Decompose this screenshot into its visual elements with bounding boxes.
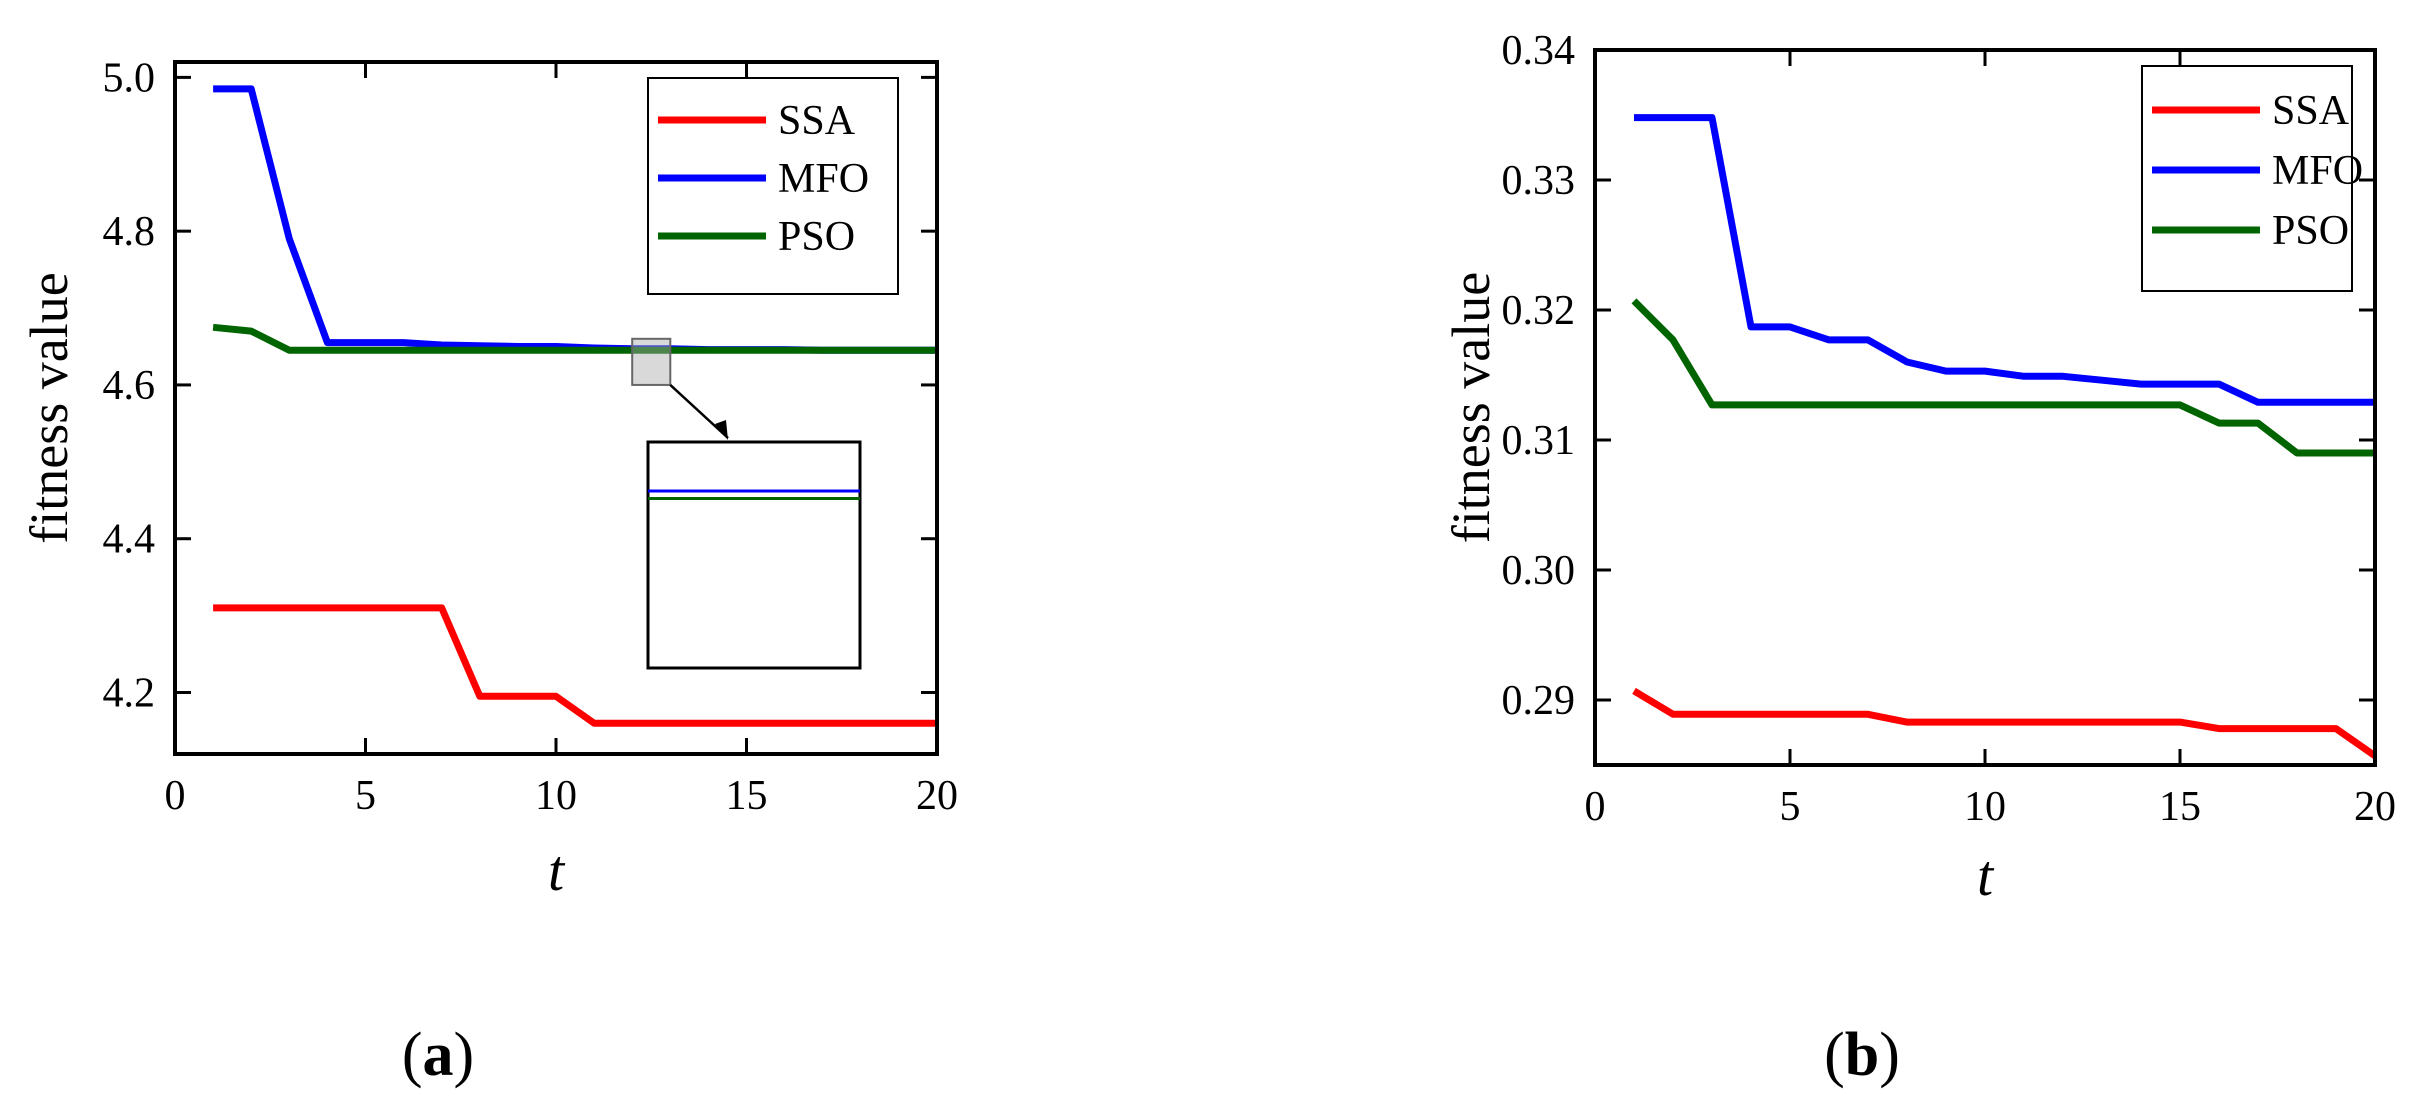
x-tick-label: 15 [726,773,768,819]
series-line-mfo [1634,114,2375,406]
series-line-ssa [1632,687,2378,759]
legend-label-pso: PSO [778,214,855,260]
x-axis-label: t [548,838,566,903]
x-tick-label: 20 [2354,784,2396,830]
x-tick-label: 20 [916,773,958,819]
y-tick-label: 0.29 [1502,678,1576,724]
zoom-arrow-head [715,420,728,440]
x-tick-label: 0 [165,773,186,819]
series-line-pso [212,323,937,354]
y-tick-label: 0.32 [1502,288,1576,334]
chart-a: 0 5 10 15 20 4.2 4.4 4.6 4.8 5.0 t fitness value SSA… [19,55,958,1089]
x-tick-label: 5 [355,773,376,819]
x-tick-label: 10 [1964,784,2006,830]
legend-label-pso: PSO [2272,208,2349,254]
x-tick-label: 0 [1585,784,1606,830]
x-tick-label: 5 [1780,784,1801,830]
legend-label-ssa: SSA [778,98,856,144]
y-tick-label: 0.31 [1502,418,1576,464]
y-tick-label: 0.33 [1502,158,1576,204]
inset-box [646,440,862,670]
y-axis-label: fitness value [19,272,79,543]
y-tick-label: 4.4 [103,517,156,563]
y-tick-label: 0.34 [1502,28,1576,74]
legend-box [647,77,899,295]
panel-label: (b) [1824,1021,1900,1089]
series-line-ssa [213,604,937,727]
x-tick-label: 10 [535,773,577,819]
y-tick-label: 4.6 [103,363,156,409]
y-tick-label: 5.0 [103,55,156,101]
zoom-region-box [631,337,672,386]
x-axis-label: t [1977,843,1995,908]
chart-b: 0 5 10 15 20 0.29 0.30 0.31 0.32 0.33 0.34 t fitness… [1441,28,2396,1089]
x-tick-label: 15 [2159,784,2201,830]
zoom-arrow-line [669,384,729,439]
panel-letter: a [423,1021,454,1089]
panel-label: (a) [402,1021,474,1089]
legend-box [2141,65,2353,292]
y-tick-label: 0.30 [1502,548,1576,594]
y-tick-label: 4.2 [103,670,156,716]
legend-label-mfo: MFO [778,156,869,202]
legend-label-mfo: MFO [2272,148,2363,194]
y-tick-label: 4.8 [103,209,156,255]
series-line-pso [1631,298,2375,457]
legend-label-ssa: SSA [2272,88,2350,134]
y-axis-label: fitness value [1441,272,1501,543]
panel-letter: b [1845,1021,1879,1089]
